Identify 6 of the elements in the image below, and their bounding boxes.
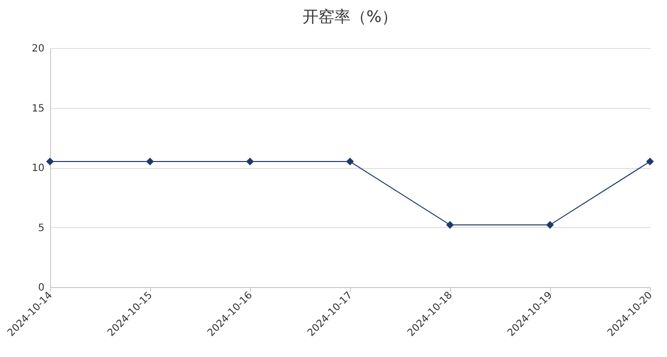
- y-tick-label: 0: [38, 282, 44, 294]
- y-tick-label: 5: [38, 222, 44, 234]
- chart-title: 开窑率（%）: [302, 7, 398, 26]
- y-tick-label: 20: [32, 44, 44, 54]
- y-tick-label: 10: [32, 163, 44, 174]
- y-tick-label: 15: [32, 103, 44, 114]
